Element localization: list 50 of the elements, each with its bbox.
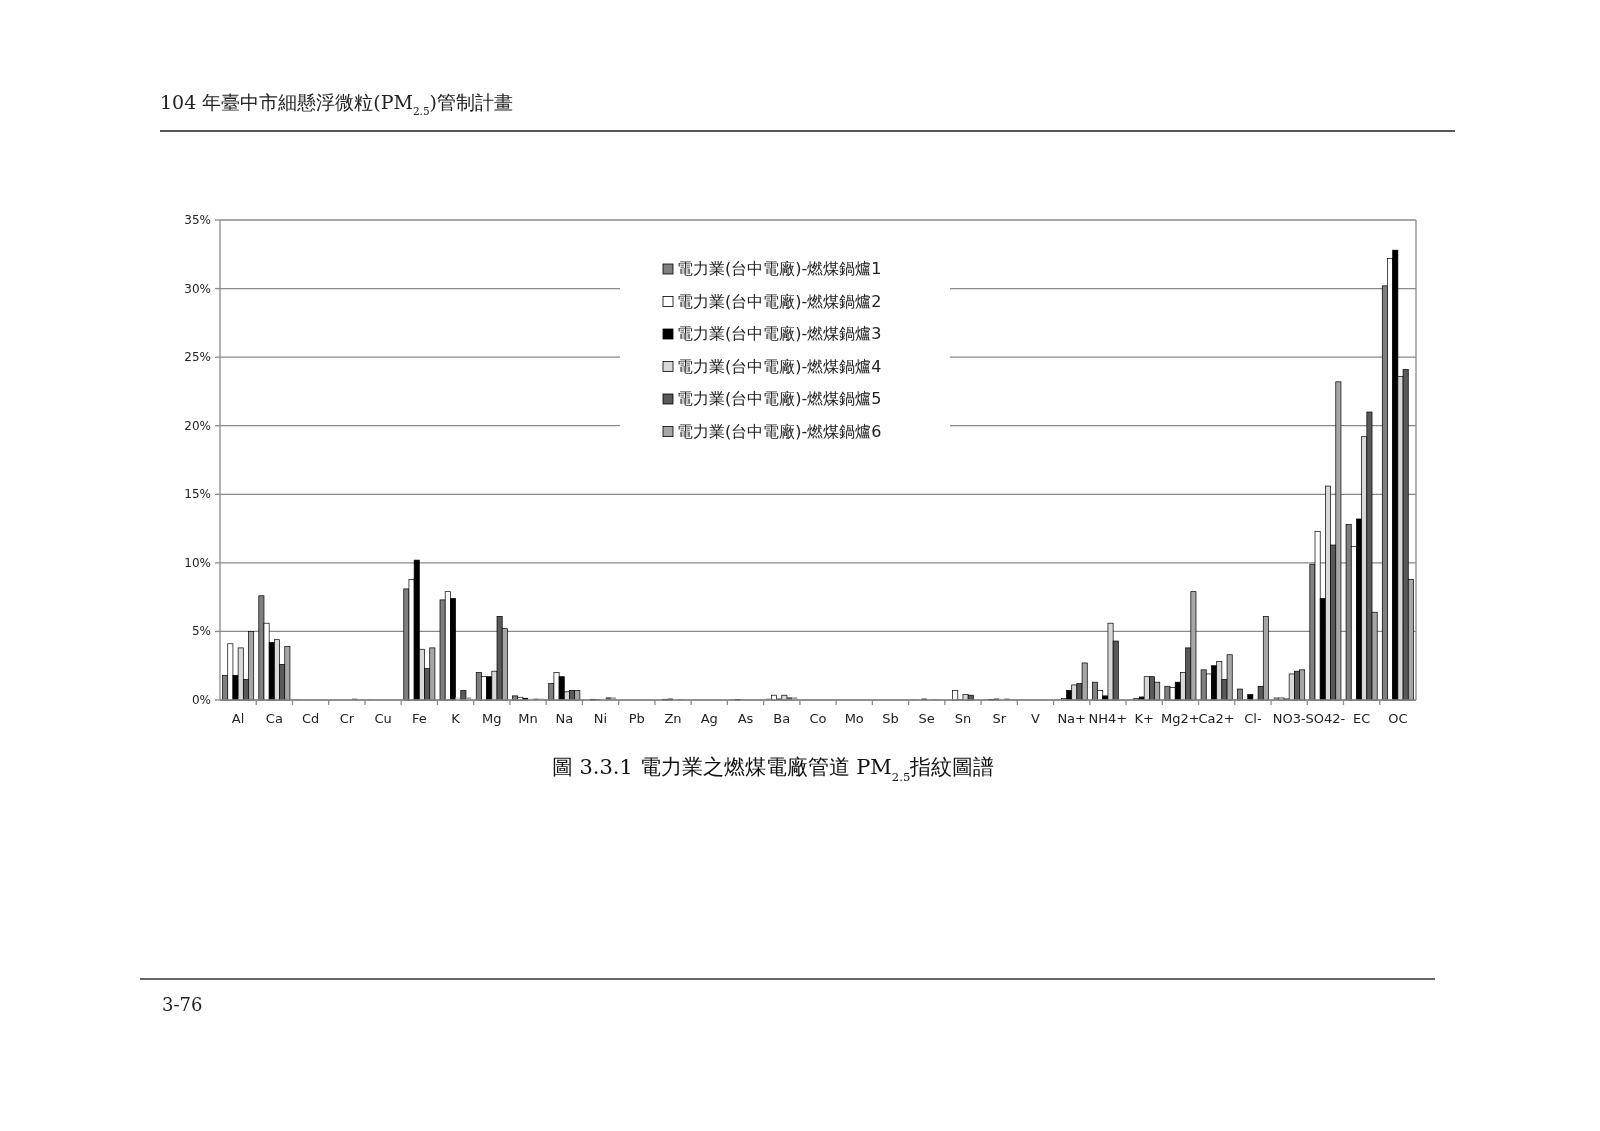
x-tick-label: Pb <box>628 711 645 726</box>
x-tick-label: SO42- <box>1305 711 1346 726</box>
x-tick-label: Zn <box>664 711 682 726</box>
legend-label: 電力業(台中電廠)-燃煤鍋爐2 <box>677 291 882 311</box>
x-tick-label: Mg2+ <box>1161 711 1200 726</box>
x-tick-label: Ca <box>265 711 283 726</box>
text: 3-76 <box>162 994 203 1015</box>
y-tick-label: 5% <box>191 624 211 639</box>
x-tick-label: Cr <box>339 711 355 726</box>
x-tick-label: Sn <box>954 711 972 726</box>
x-tick-label: NO3- <box>1272 711 1306 726</box>
x-tick-label: OC <box>1388 711 1408 726</box>
x-tick-label: K+ <box>1134 711 1154 726</box>
legend-label: 電力業(台中電廠)-燃煤鍋爐5 <box>677 389 882 408</box>
x-tick-label: V <box>1031 711 1040 726</box>
y-tick-label: 10% <box>184 555 211 570</box>
legend-label: 電力業(台中電廠)-燃煤鍋爐1 <box>677 259 882 278</box>
x-tick-label: Na <box>555 711 574 726</box>
x-tick-label: Mo <box>844 711 864 726</box>
y-tick-label: 35% <box>184 213 211 227</box>
x-tick-label: Se <box>918 711 935 726</box>
x-tick-label: Sr <box>992 711 1007 726</box>
legend-label: 電力業(台中電廠)-燃煤鍋爐3 <box>677 324 882 343</box>
x-tick-label: NH4+ <box>1088 711 1128 726</box>
x-tick-label: Mg <box>482 711 502 726</box>
x-tick-label: Ca2+ <box>1198 711 1235 726</box>
x-tick-label: Ag <box>700 711 718 726</box>
y-tick-label: 15% <box>184 487 211 502</box>
y-tick-label: 30% <box>184 281 211 296</box>
x-tick-label: Cu <box>374 711 392 726</box>
text: 圖 3.3.1 電力業之燃煤電廠管道 PM$_{2.5}$指紋圖譜 <box>551 755 995 784</box>
x-tick-label: Ba <box>773 711 791 726</box>
legend-label: 電力業(台中電廠)-燃煤鍋爐6 <box>677 421 882 441</box>
x-tick-label: Ni <box>593 711 608 726</box>
x-tick-label: Sb <box>882 711 899 726</box>
x-tick-label: EC <box>1352 711 1371 726</box>
y-tick-label: 0% <box>191 693 211 707</box>
x-tick-label: Na+ <box>1057 711 1086 726</box>
x-tick-label: Mn <box>518 711 538 726</box>
x-tick-label: Cl- <box>1244 711 1262 726</box>
x-tick-label: Cd <box>301 711 320 726</box>
x-tick-label: Al <box>231 711 245 726</box>
x-tick-label: Co <box>809 711 827 726</box>
x-tick-label: Fe <box>411 711 427 726</box>
legend-label: 電力業(台中電廠)-燃煤鍋爐4 <box>677 356 882 376</box>
text: 104 年臺中市細懸浮微粒(PM$_{2.5}$)管制計畫 <box>160 91 513 117</box>
y-tick-label: 25% <box>184 350 211 365</box>
y-tick-label: 20% <box>184 418 211 433</box>
x-tick-label: K <box>451 711 461 726</box>
x-tick-label: As <box>737 711 754 726</box>
